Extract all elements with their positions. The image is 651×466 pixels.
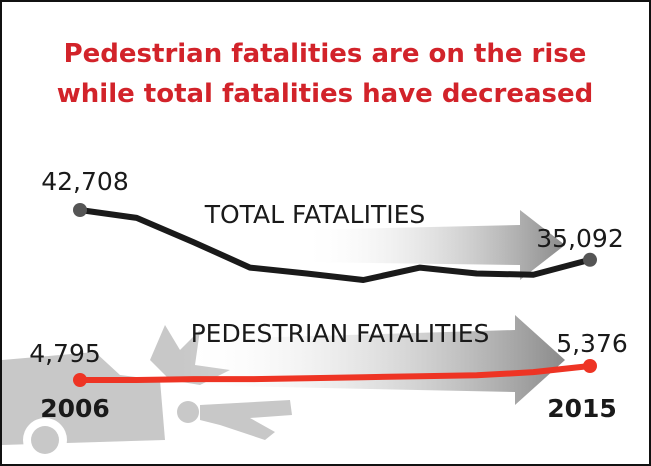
value-label: 42,708	[41, 167, 128, 196]
x-tick-label: 2015	[547, 394, 617, 423]
value-label: 4,795	[29, 339, 101, 368]
value-label: 5,376	[556, 329, 628, 358]
series-label: TOTAL FATALITIES	[204, 200, 426, 229]
endpoint-marker	[73, 203, 87, 217]
infographic: 2006 2015 42,708 35,092 TOTAL FATALITIES 4,79…	[0, 0, 651, 466]
x-tick-label: 2006	[40, 394, 110, 423]
endpoint-marker	[583, 359, 597, 373]
chart-title: Pedestrian fatalities are on the rise wh…	[30, 34, 620, 114]
series-label: PEDESTRIAN FATALITIES	[191, 319, 490, 348]
endpoint-marker	[583, 253, 597, 267]
value-label: 35,092	[536, 224, 623, 253]
endpoint-marker	[73, 373, 87, 387]
